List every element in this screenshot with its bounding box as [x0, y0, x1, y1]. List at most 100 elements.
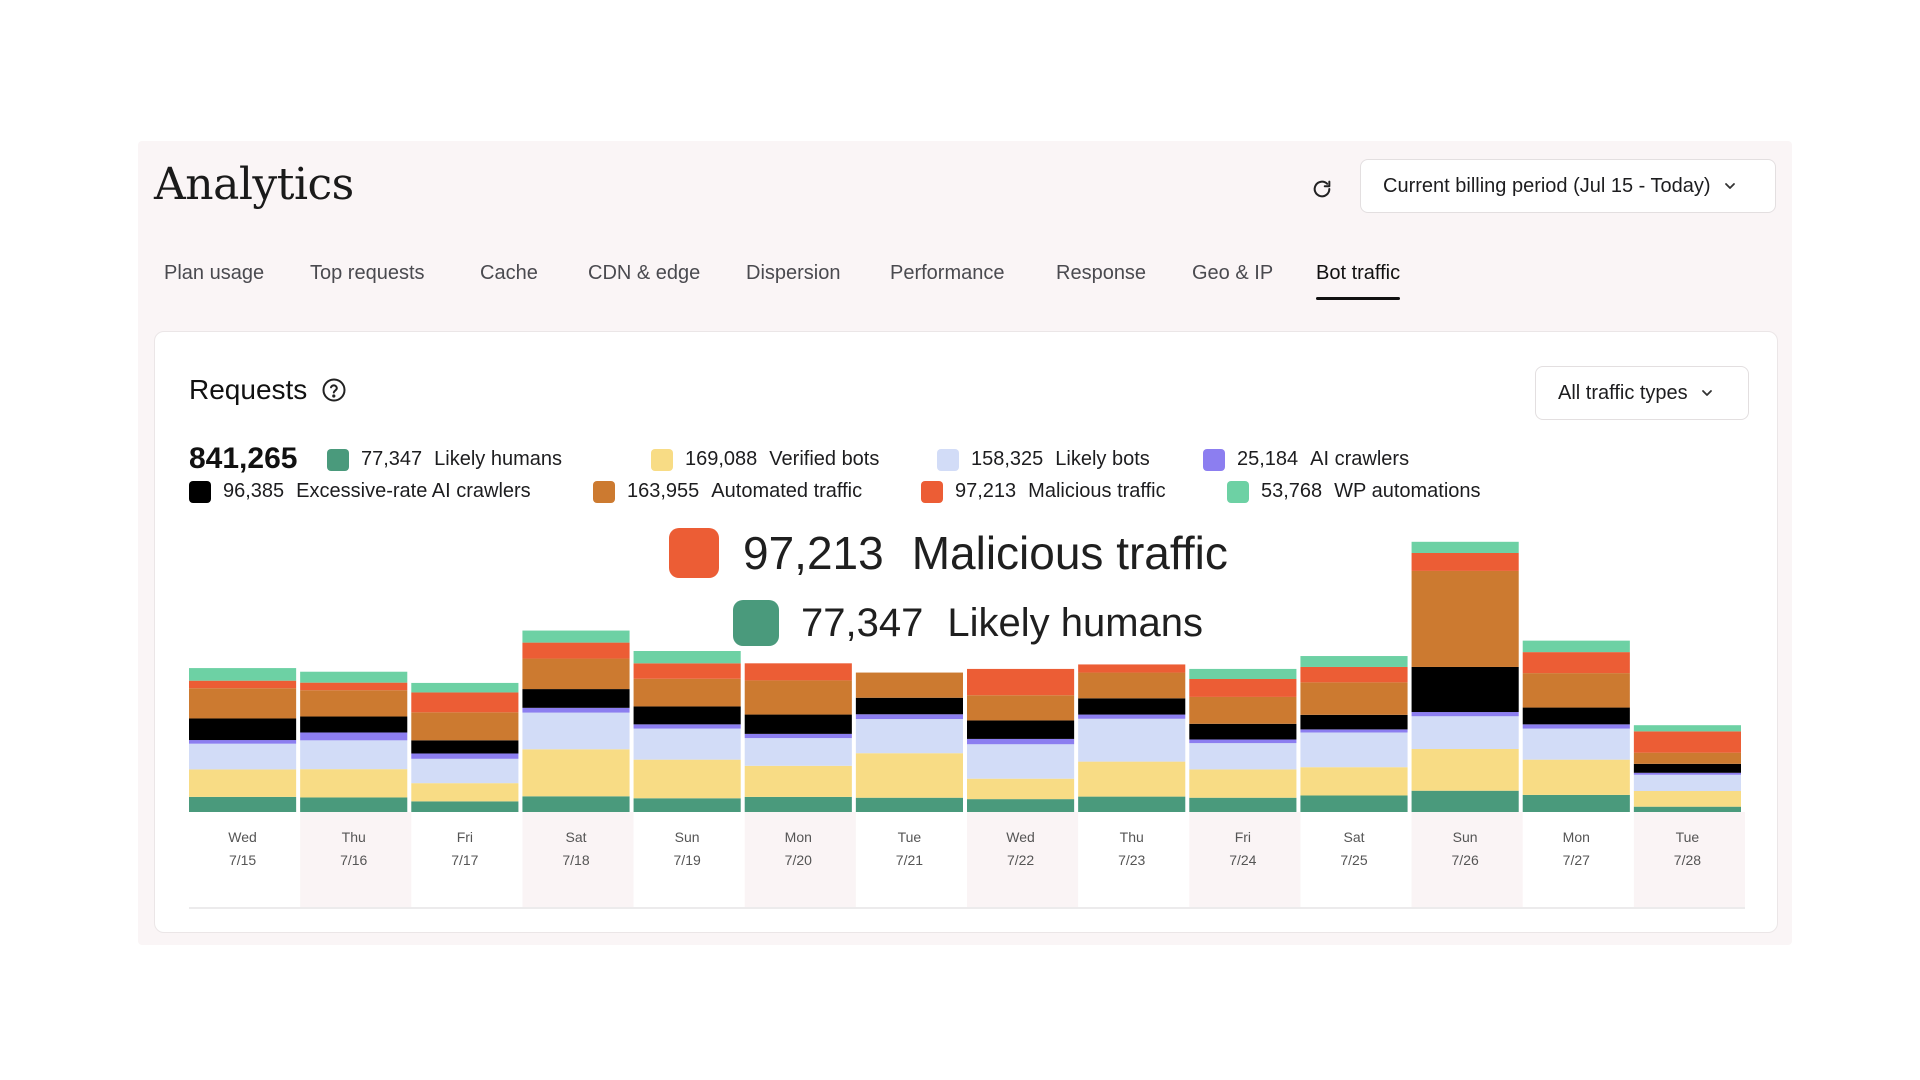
legend-excessive-rate-ai-crawlers[interactable]: 96,385 Excessive-rate AI crawlers	[189, 480, 531, 503]
bar-segment[interactable]	[1522, 728, 1630, 760]
bar-segment[interactable]	[1300, 767, 1408, 796]
bar-segment[interactable]	[1189, 743, 1297, 770]
bar-segment[interactable]	[300, 716, 408, 733]
bar-segment[interactable]	[411, 753, 519, 759]
bar-segment[interactable]	[189, 743, 297, 770]
bar-segment[interactable]	[967, 738, 1075, 745]
bar-segment[interactable]	[1078, 672, 1186, 699]
bar-segment[interactable]	[1411, 749, 1519, 791]
bar-segment[interactable]	[1633, 731, 1741, 753]
bar-segment[interactable]	[1411, 570, 1519, 667]
bar-segment[interactable]	[522, 642, 630, 659]
help-icon[interactable]	[321, 377, 347, 403]
bar-segment[interactable]	[300, 682, 408, 691]
bar-segment[interactable]	[189, 718, 297, 741]
bar-segment[interactable]	[1078, 714, 1186, 719]
bar-segment[interactable]	[522, 689, 630, 708]
bar-segment[interactable]	[1633, 806, 1741, 812]
bar-segment[interactable]	[1078, 664, 1186, 673]
bar-segment[interactable]	[411, 712, 519, 741]
bar-segment[interactable]	[633, 706, 741, 725]
bar-segment[interactable]	[967, 720, 1075, 739]
bar-segment[interactable]	[522, 796, 630, 812]
bar-segment[interactable]	[522, 712, 630, 750]
bar-segment[interactable]	[744, 714, 852, 734]
bar-segment[interactable]	[411, 801, 519, 812]
bar-segment[interactable]	[855, 697, 963, 715]
legend-verified-bots[interactable]: 169,088 Verified bots	[651, 448, 879, 471]
bar-segment[interactable]	[189, 740, 297, 744]
bar-segment[interactable]	[1411, 666, 1519, 713]
bar-segment[interactable]	[300, 769, 408, 798]
bar-segment[interactable]	[633, 798, 741, 812]
bar-segment[interactable]	[855, 672, 963, 698]
bar-segment[interactable]	[967, 668, 1075, 696]
bar-segment[interactable]	[633, 663, 741, 679]
tab-performance[interactable]: Performance	[890, 262, 1005, 284]
bar-segment[interactable]	[855, 753, 963, 798]
bar-segment[interactable]	[300, 690, 408, 717]
bar-segment[interactable]	[1522, 652, 1630, 674]
bar-segment[interactable]	[967, 695, 1075, 721]
bar-segment[interactable]	[1522, 640, 1630, 653]
bar-segment[interactable]	[411, 758, 519, 784]
bar-segment[interactable]	[411, 740, 519, 754]
bar-segment[interactable]	[967, 778, 1075, 800]
bar-segment[interactable]	[1078, 718, 1186, 762]
bar-segment[interactable]	[1522, 759, 1630, 795]
bar-segment[interactable]	[633, 728, 741, 760]
bar-segment[interactable]	[633, 759, 741, 799]
bar-segment[interactable]	[744, 765, 852, 797]
bar-segment[interactable]	[1633, 791, 1741, 807]
bar-segment[interactable]	[1411, 790, 1519, 812]
bar-segment[interactable]	[1189, 739, 1297, 744]
bar-segment[interactable]	[855, 797, 963, 812]
legend-likely-bots[interactable]: 158,325 Likely bots	[937, 448, 1150, 471]
bar-segment[interactable]	[189, 680, 297, 689]
bar-segment[interactable]	[1300, 714, 1408, 730]
traffic-type-select[interactable]: All traffic types	[1535, 366, 1749, 420]
tab-dispersion[interactable]: Dispersion	[746, 262, 841, 284]
bar-segment[interactable]	[300, 740, 408, 770]
bar-segment[interactable]	[522, 658, 630, 690]
bar-segment[interactable]	[1300, 795, 1408, 812]
bar-segment[interactable]	[1411, 553, 1519, 571]
tab-response[interactable]: Response	[1056, 262, 1147, 284]
bar-segment[interactable]	[1633, 772, 1741, 775]
bar-segment[interactable]	[1522, 707, 1630, 725]
bar-segment[interactable]	[1522, 673, 1630, 708]
bar-segment[interactable]	[189, 688, 297, 719]
bar-segment[interactable]	[967, 744, 1075, 779]
tab-cdn-edge[interactable]: CDN & edge	[588, 262, 701, 284]
tab-top-requests[interactable]: Top requests	[310, 262, 425, 284]
bar-segment[interactable]	[522, 707, 630, 713]
bar-segment[interactable]	[1411, 541, 1519, 553]
bar-segment[interactable]	[300, 671, 408, 683]
legend-wp-automations[interactable]: 53,768 WP automations	[1227, 480, 1481, 503]
refresh-button[interactable]	[1306, 173, 1338, 205]
bar-segment[interactable]	[1411, 716, 1519, 749]
legend-ai-crawlers[interactable]: 25,184 AI crawlers	[1203, 448, 1409, 471]
bar-segment[interactable]	[1633, 763, 1741, 773]
tab-bot-traffic[interactable]: Bot traffic	[1316, 261, 1401, 301]
bar-segment[interactable]	[522, 630, 630, 643]
tab-plan-usage[interactable]: Plan usage	[164, 262, 265, 284]
bar-segment[interactable]	[1189, 723, 1297, 740]
bar-segment[interactable]	[1411, 712, 1519, 717]
bar-segment[interactable]	[300, 797, 408, 812]
bar-segment[interactable]	[411, 682, 519, 693]
bar-segment[interactable]	[1189, 668, 1297, 679]
tab-geo-ip[interactable]: Geo & IP	[1192, 262, 1274, 284]
bar-segment[interactable]	[1189, 696, 1297, 724]
bar-segment[interactable]	[1300, 656, 1408, 667]
bar-segment[interactable]	[522, 749, 630, 797]
bar-segment[interactable]	[633, 651, 741, 664]
bar-segment[interactable]	[1300, 732, 1408, 768]
bar-segment[interactable]	[1189, 769, 1297, 798]
bar-segment[interactable]	[1633, 774, 1741, 791]
tab-cache[interactable]: Cache	[480, 262, 538, 284]
bar-segment[interactable]	[744, 680, 852, 715]
bar-segment[interactable]	[1522, 724, 1630, 729]
bar-segment[interactable]	[1078, 796, 1186, 812]
bar-segment[interactable]	[1078, 698, 1186, 715]
